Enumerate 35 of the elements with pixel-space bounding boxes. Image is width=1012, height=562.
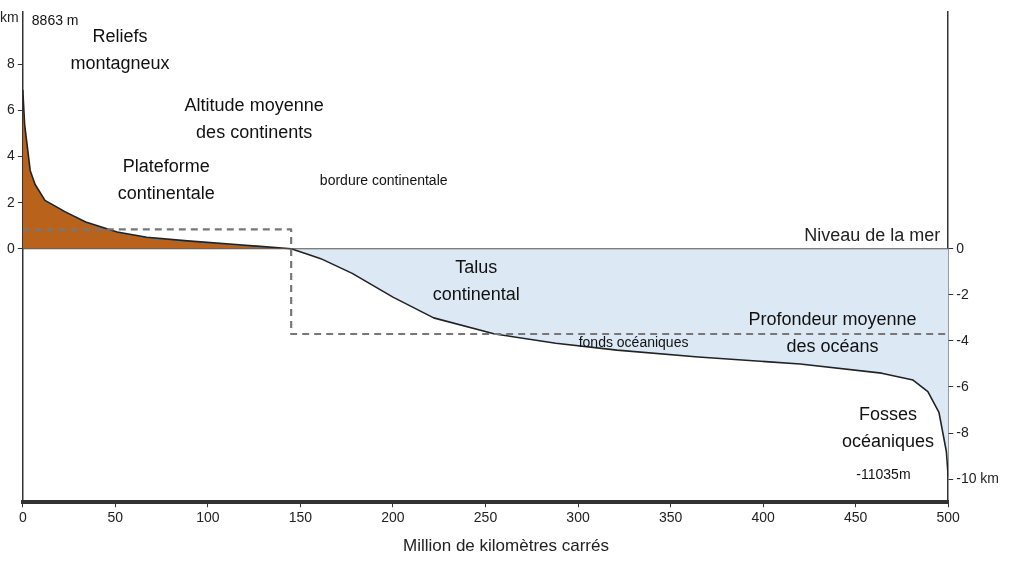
y2-tick-label: -4 (956, 331, 969, 348)
x-tick-label: 400 (751, 509, 776, 526)
y2-tick-label: -10 km (956, 470, 1000, 487)
y-tick-label: 4 (6, 147, 15, 164)
y-tick-label: 6 (6, 101, 15, 118)
annotation: Plateforme continentale (117, 156, 215, 204)
annotation: Reliefs montagneux (70, 26, 170, 74)
x-tick-label: 250 (473, 509, 498, 526)
annotation: Talus continental (432, 256, 520, 304)
y2-tick-label: -8 (956, 423, 969, 440)
annotation: fonds océaniques (578, 334, 689, 351)
x-tick-label: 450 (843, 509, 868, 526)
y2-tick-label: -6 (956, 377, 969, 394)
annotation: Profondeur moyenne des océans (748, 309, 917, 357)
x-tick-label: 100 (196, 509, 220, 526)
y-axis-title: km (0, 9, 19, 26)
x-tick-label: 0 (18, 509, 27, 526)
y-tick-label: 2 (6, 193, 15, 210)
x-tick-label: 150 (288, 509, 313, 526)
y-tick-label: 8 (6, 55, 15, 72)
x-tick-label: 350 (658, 509, 683, 526)
x-axis-title: Million de kilomètres carrés (402, 536, 610, 556)
annotation: -11035m (856, 466, 911, 483)
annotation: bordure continentale (319, 171, 448, 188)
y-tick-label: 0 (6, 239, 15, 256)
ref-line-label: Niveau de la mer (804, 224, 941, 245)
y2-tick-label: -2 (956, 285, 969, 302)
annotation: Altitude moyenne des continents (184, 94, 324, 142)
x-tick-label: 500 (936, 509, 961, 526)
x-tick-label: 300 (566, 509, 590, 526)
x-tick-label: 200 (381, 509, 405, 526)
x-tick-label: 50 (107, 509, 124, 526)
y2-tick-label: 0 (956, 239, 965, 256)
annotation: Fosses océaniques (842, 404, 935, 452)
annotation: 8863 m (31, 12, 79, 29)
